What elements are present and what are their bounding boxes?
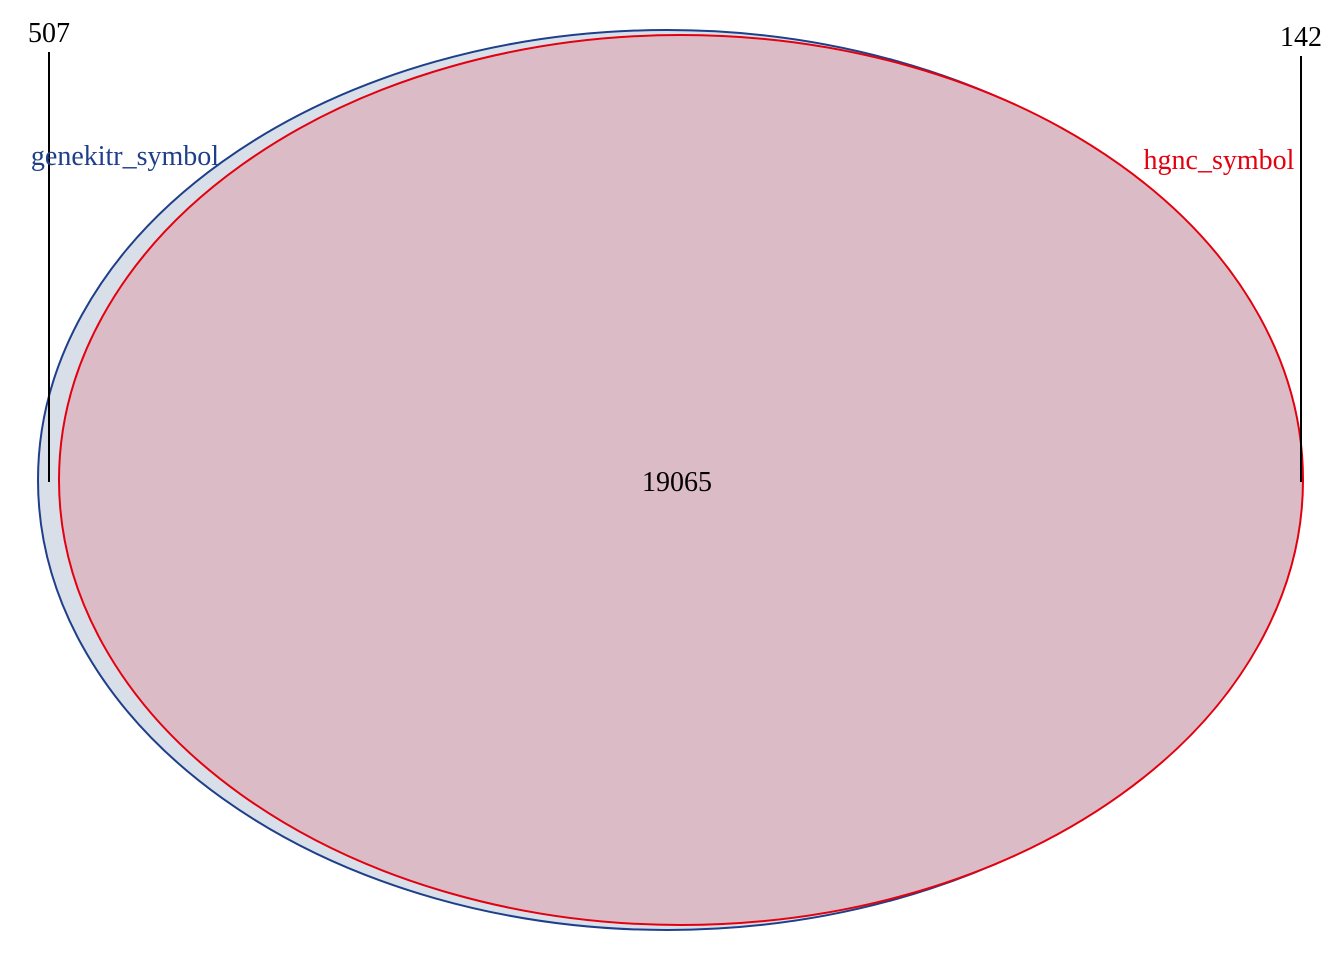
hgnc-only-count: 142	[1280, 22, 1322, 53]
genekitr-only-count: 507	[28, 18, 70, 49]
set-hgnc-symbol-circle	[58, 34, 1304, 926]
set-label-hgnc-symbol: hgnc_symbol	[1144, 145, 1295, 176]
intersection-count: 19065	[642, 467, 712, 498]
set-label-genekitr-symbol: genekitr_symbol	[31, 141, 219, 172]
